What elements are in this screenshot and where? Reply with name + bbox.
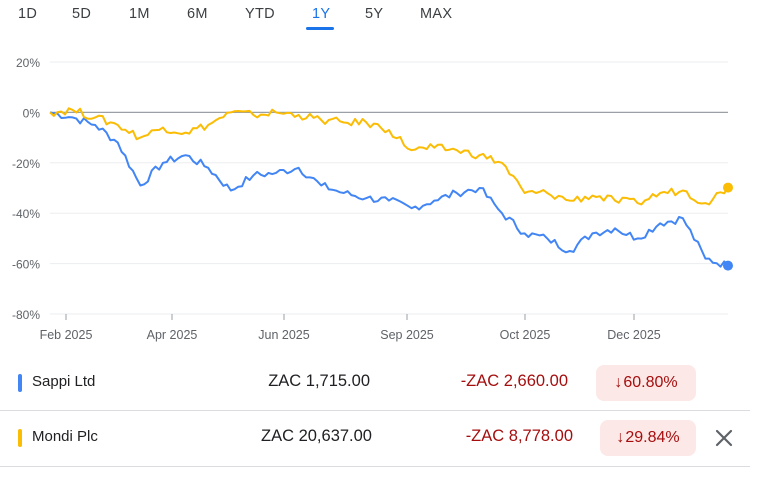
x-tick-label: Apr 2025 — [147, 328, 198, 342]
y-tick-label: 20% — [16, 56, 40, 70]
series-line — [49, 111, 729, 268]
percent-change-badge: ↓ 29.84% — [600, 420, 696, 456]
tab-ytd[interactable]: YTD — [245, 6, 275, 22]
x-tick-label: Sep 2025 — [380, 328, 434, 342]
x-tick-label: Feb 2025 — [40, 328, 93, 342]
series-end-point — [723, 182, 733, 193]
tab-max[interactable]: MAX — [420, 6, 453, 22]
y-axis-labels: 20% 0% -20% -40% -60% -80% — [12, 56, 40, 322]
series-end-point — [723, 260, 733, 271]
percent-change: 60.80% — [623, 374, 678, 391]
percent-change-badge: ↓ 60.80% — [596, 365, 696, 401]
price-change: -ZAC 8,778.00 — [465, 427, 573, 445]
percent-change: 29.84% — [625, 429, 680, 446]
arrow-down-icon: ↓ — [616, 429, 625, 446]
series-lines — [49, 107, 733, 271]
stock-name: Mondi Plc — [32, 428, 98, 445]
close-icon[interactable] — [713, 427, 735, 449]
series-line — [49, 107, 729, 206]
stock-name: Sappi Ltd — [32, 373, 96, 390]
row-divider — [0, 466, 750, 467]
y-tick-label: -40% — [12, 207, 40, 221]
range-tabs: 1D 5D 1M 6M YTD 1Y 5Y MAX — [0, 0, 766, 34]
grid — [50, 61, 728, 315]
stock-price: ZAC 1,715.00 — [268, 372, 370, 390]
x-tick-label: Jun 2025 — [258, 328, 309, 342]
x-tick-label: Dec 2025 — [607, 328, 661, 342]
tab-6m[interactable]: 6M — [187, 6, 208, 22]
price-change: -ZAC 2,660.00 — [460, 372, 568, 390]
stock-price: ZAC 20,637.00 — [261, 427, 372, 445]
y-tick-label: -80% — [12, 308, 40, 322]
tab-1d[interactable]: 1D — [18, 6, 38, 22]
active-tab-indicator — [306, 27, 334, 30]
series-color-swatch — [18, 429, 22, 447]
x-tick-label: Oct 2025 — [500, 328, 551, 342]
arrow-down-icon: ↓ — [614, 374, 623, 391]
row-divider — [0, 410, 750, 411]
comparison-chart[interactable]: 20% 0% -20% -40% -60% -80% Feb 2025 Apr 2025 Ju… — [0, 40, 766, 350]
tab-1y[interactable]: 1Y — [312, 6, 331, 22]
y-tick-label: -20% — [12, 157, 40, 171]
tab-5y[interactable]: 5Y — [365, 6, 384, 22]
tab-1m[interactable]: 1M — [129, 6, 150, 22]
table-row[interactable]: Mondi Plc ZAC 20,637.00 -ZAC 8,778.00 ↓ … — [0, 411, 766, 465]
y-tick-label: 0% — [23, 106, 41, 120]
x-axis-labels: Feb 2025 Apr 2025 Jun 2025 Sep 2025 Oct 2025… — [40, 314, 661, 342]
tab-5d[interactable]: 5D — [72, 6, 92, 22]
series-color-swatch — [18, 374, 22, 392]
y-tick-label: -60% — [12, 258, 40, 272]
table-row[interactable]: Sappi Ltd ZAC 1,715.00 -ZAC 2,660.00 ↓ 6… — [0, 356, 766, 410]
